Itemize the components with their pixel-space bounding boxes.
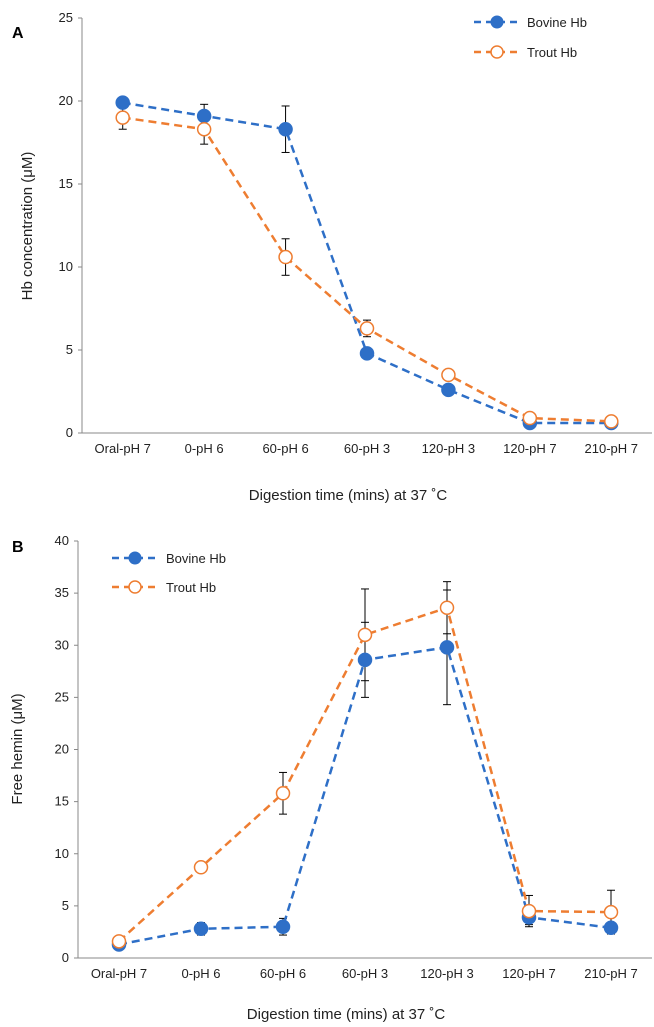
panel-a-point-trout-hb-1[interactable] <box>196 121 212 137</box>
panel-a-point-bovine-hb-4[interactable] <box>441 382 456 398</box>
panel-a-y-tick-15: 15 <box>59 176 73 191</box>
legend-label-trout: Trout Hb <box>527 45 577 60</box>
panel-a-legend-bovine[interactable]: Bovine Hb <box>474 15 587 30</box>
panel-a-point-trout-hb-6[interactable] <box>604 414 619 429</box>
panel-b-y-tick-0: 0 <box>62 950 69 965</box>
panel-a-point-trout-hb-5[interactable] <box>522 410 538 426</box>
panel-b-legend-bovine[interactable]: Bovine Hb <box>112 551 226 566</box>
panel-a-point-bovine-hb-0[interactable] <box>115 95 130 110</box>
panel-a-y-axis-title: Hb concentration (μM) <box>19 152 36 301</box>
legend-label-bovine: Bovine Hb <box>527 15 587 30</box>
panel-b-point-bovine-hb-2[interactable] <box>275 919 291 934</box>
panel-b-x-tick-2: 60-pH 6 <box>260 966 306 981</box>
panel-b-point-trout-hb-2[interactable] <box>275 786 291 801</box>
panel-a-legend-trout[interactable]: Trout Hb <box>474 45 577 60</box>
panel-b-point-trout-hb-1[interactable] <box>193 860 209 875</box>
panel-a-y-tick-5: 5 <box>66 342 73 357</box>
panel-a-x-tick-2: 60-pH 6 <box>262 441 308 456</box>
panel-b-y-tick-30: 30 <box>55 637 69 652</box>
panel-a-x-tick-5: 120-pH 7 <box>503 441 556 456</box>
panel-a-x-ticks: Oral-pH 7 0-pH 6 60-pH 6 60-pH 3 120-pH 3 120… <box>95 441 638 456</box>
panel-b-label: B <box>12 539 24 556</box>
panel-a-point-bovine-hb-1[interactable] <box>196 108 212 124</box>
panel-b-x-ticks: Oral-pH 7 0-pH 6 60-pH 6 60-pH 3 120-pH 3 120… <box>91 966 638 981</box>
panel-b-point-trout-hb-5[interactable] <box>521 903 537 919</box>
panel-a-x-axis-title: Digestion time (mins) at 37 ˚C <box>249 487 448 504</box>
panel-b-point-bovine-hb-6[interactable] <box>603 920 619 936</box>
panel-b-y-tick-15: 15 <box>55 794 69 809</box>
panel-b-y-tick-25: 25 <box>55 689 69 704</box>
panel-b-chart: B Free hemin (μM) Digestion time (mins) … <box>9 533 652 1023</box>
panel-a-point-trout-hb-4[interactable] <box>441 367 456 383</box>
panel-b-point-trout-hb-6[interactable] <box>603 904 619 920</box>
panel-b-x-tick-0: Oral-pH 7 <box>91 966 147 981</box>
legend-marker-trout <box>128 580 142 594</box>
panel-a-point-trout-hb-3[interactable] <box>359 321 375 336</box>
panel-b-x-axis-title: Digestion time (mins) at 37 ˚C <box>247 1006 446 1023</box>
panel-a-y-tick-20: 20 <box>59 93 73 108</box>
panel-b-y-axis-title: Free hemin (μM) <box>9 693 26 804</box>
panel-b-y-tick-10: 10 <box>55 846 69 861</box>
panel-a-y-tick-25: 25 <box>59 10 73 25</box>
panel-b-y-tick-5: 5 <box>62 898 69 913</box>
panel-b-y-tick-35: 35 <box>55 585 69 600</box>
panel-b-point-bovine-hb-1[interactable] <box>193 921 209 937</box>
panel-a-x-tick-1: 0-pH 6 <box>185 441 224 456</box>
panel-a-y-ticks: 0 5 10 15 20 25 <box>59 10 82 440</box>
panel-b-x-tick-6: 210-pH 7 <box>584 966 637 981</box>
legend-marker-trout <box>490 45 504 59</box>
panel-a-label: A <box>12 25 24 42</box>
legend-marker-bovine <box>490 15 504 29</box>
legend-marker-bovine <box>128 551 142 565</box>
panel-a-series-line-trout-hb <box>122 116 612 423</box>
panel-a-series <box>115 95 619 431</box>
legend-label-bovine: Bovine Hb <box>166 551 226 566</box>
panel-a-x-tick-3: 60-pH 3 <box>344 441 390 456</box>
panel-b-point-bovine-hb-4[interactable] <box>439 640 455 655</box>
panel-a-y-tick-0: 0 <box>66 425 73 440</box>
panel-a-chart: A Hb concentration (μM) Digestion time (… <box>12 10 652 504</box>
panel-b-y-tick-20: 20 <box>55 742 69 757</box>
panel-b-x-tick-4: 120-pH 3 <box>420 966 473 981</box>
panel-a-point-bovine-hb-3[interactable] <box>359 346 375 361</box>
panel-b-y-ticks: 0 5 10 15 20 25 30 35 40 <box>55 533 78 965</box>
panel-a-legend: Bovine Hb Trout Hb <box>474 15 587 60</box>
panel-b-x-tick-3: 60-pH 3 <box>342 966 388 981</box>
panel-b-point-trout-hb-3[interactable] <box>357 627 373 643</box>
panel-a-point-bovine-hb-2[interactable] <box>278 121 293 137</box>
panel-b-x-tick-5: 120-pH 7 <box>502 966 555 981</box>
panel-b-point-trout-hb-4[interactable] <box>439 600 455 615</box>
panel-b-y-tick-40: 40 <box>55 533 69 548</box>
panel-b-x-tick-1: 0-pH 6 <box>181 966 220 981</box>
panel-a-y-tick-10: 10 <box>59 259 73 274</box>
legend-label-trout: Trout Hb <box>166 580 216 595</box>
panel-a-point-trout-hb-0[interactable] <box>115 110 130 125</box>
panel-a-series-line-bovine-hb <box>122 101 612 425</box>
panel-a-x-tick-0: Oral-pH 7 <box>95 441 151 456</box>
panel-a-point-trout-hb-2[interactable] <box>278 249 293 265</box>
panel-b-point-trout-hb-0[interactable] <box>111 934 127 949</box>
panel-b-point-bovine-hb-3[interactable] <box>357 652 373 668</box>
panel-b-legend: Bovine Hb Trout Hb <box>112 551 226 595</box>
panel-b-series <box>111 581 619 952</box>
panel-a-x-tick-6: 210-pH 7 <box>585 441 638 456</box>
panel-b-legend-trout[interactable]: Trout Hb <box>112 580 216 595</box>
panel-a-x-tick-4: 120-pH 3 <box>422 441 475 456</box>
